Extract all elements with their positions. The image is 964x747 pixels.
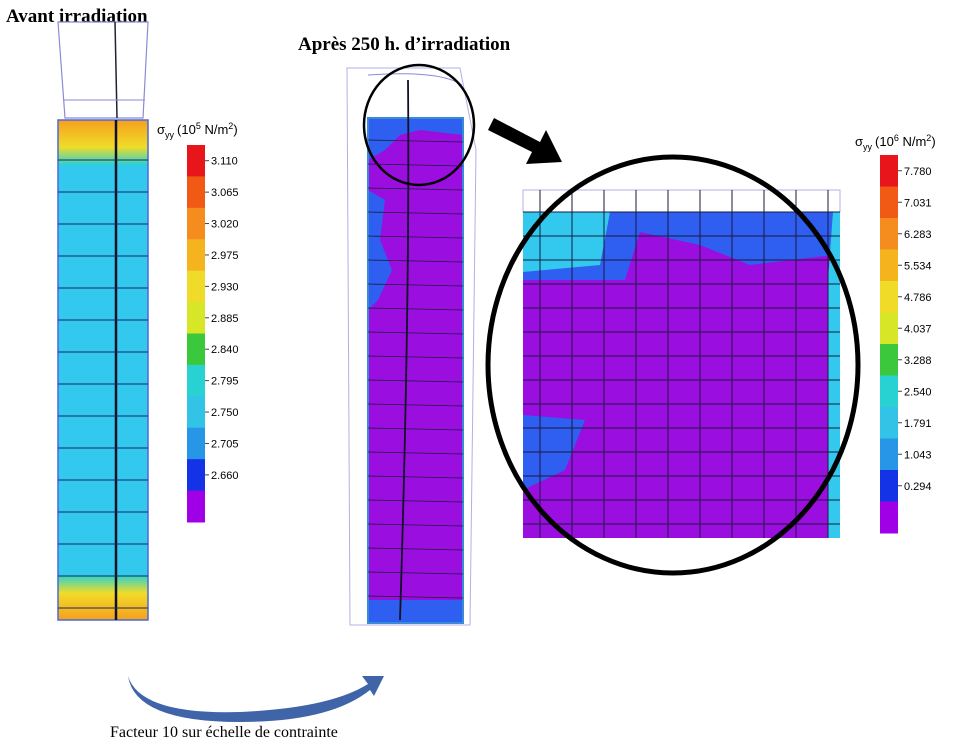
legend-label: 3.110 (211, 156, 238, 168)
mesh-line (367, 307, 464, 311)
legend-label: 3.020 (211, 219, 239, 231)
legend-label: 2.540 (904, 386, 932, 398)
legend-label: 2.795 (211, 376, 239, 388)
mesh-line (367, 571, 464, 575)
legend-label: 7.780 (904, 166, 932, 178)
mesh-line (367, 523, 464, 527)
legend-swatch (880, 407, 898, 439)
legend-swatch (880, 438, 898, 471)
legend-swatch (187, 333, 205, 366)
legend-label: 3.288 (904, 355, 932, 367)
mesh-line (367, 259, 464, 263)
legend-title-part: ) (931, 134, 935, 149)
legend-swatch (880, 186, 898, 219)
legend-label: 2.750 (211, 407, 239, 419)
mesh-line (367, 187, 464, 191)
legend-title-part: 2 (228, 121, 233, 131)
legend-label: 6.283 (904, 229, 932, 241)
legend-swatch (880, 501, 898, 534)
legend-label: 5.534 (904, 260, 932, 272)
mesh-line (367, 355, 464, 359)
legend-swatch (187, 427, 205, 460)
legend-swatch (187, 490, 205, 523)
mesh-line (367, 547, 464, 551)
panel-title: Avant irradiation (6, 6, 148, 27)
legend-swatch (187, 459, 205, 492)
legend-label: 4.037 (904, 323, 932, 335)
legend-swatch (187, 302, 205, 334)
legend-swatch (187, 176, 205, 209)
mesh-line (367, 499, 464, 503)
mesh-line (367, 283, 464, 287)
legend-title-part: yy (863, 142, 873, 152)
legend-swatch (880, 249, 898, 282)
caption: Facteur 10 sur échelle de contrainte (110, 724, 338, 741)
legend-title-part: N/m (899, 134, 926, 149)
legend-swatch (880, 375, 898, 408)
legend-label: 2.840 (211, 344, 239, 356)
legend: 3.110 3.065 3.020 2.975 2.930 2.885 2.840 2.795… (157, 121, 239, 523)
legend-title-part: 2 (926, 133, 931, 143)
mesh-line (367, 427, 464, 431)
legend-title: σyy (105 N/m2) (157, 121, 238, 140)
legend-title-part: ) (233, 122, 237, 137)
legend-title-part: σ (157, 122, 165, 137)
legend-label: 1.043 (904, 449, 932, 461)
arrow (488, 118, 562, 164)
legend-swatch (187, 239, 205, 272)
mesh-line (367, 211, 464, 215)
mesh-line (367, 235, 464, 239)
legend-label: 0.294 (904, 481, 932, 493)
curved-arrow (128, 676, 384, 722)
legend-label: 4.786 (904, 292, 932, 304)
legend-label: 2.660 (211, 470, 239, 482)
legend-title-part: (10 (875, 134, 894, 149)
legend-label: 2.705 (211, 438, 239, 450)
legend-title-part: σ (855, 134, 863, 149)
legend-swatch (880, 470, 898, 502)
legend-swatch (880, 312, 898, 345)
legend-label: 2.975 (211, 250, 239, 262)
legend-title-part: N/m (201, 122, 228, 137)
mesh-line (367, 475, 464, 479)
legend-label: 2.930 (211, 281, 239, 293)
mesh-line (367, 331, 464, 335)
mesh-line (367, 139, 464, 143)
mesh-line (367, 451, 464, 455)
legend-title-part: yy (165, 130, 175, 140)
legend-swatch (880, 155, 898, 187)
legend-swatch (880, 281, 898, 313)
legend-label: 1.791 (904, 418, 932, 430)
legend-title: σyy (106 N/m2) (855, 133, 936, 152)
legend-label: 7.031 (904, 197, 932, 209)
legend-label: 2.885 (211, 313, 239, 325)
legend-swatch (880, 218, 898, 250)
legend-label: 3.065 (211, 187, 239, 199)
legend-title-part: (10 (177, 122, 196, 137)
zoom-view (522, 189, 841, 538)
zoom-ellipse (485, 154, 861, 576)
legend-swatch (187, 270, 205, 303)
legend-swatch (187, 396, 205, 429)
legend-swatch (187, 145, 205, 177)
mesh-line (367, 163, 464, 167)
legend: 7.780 7.031 6.283 5.534 4.786 4.037 3.288 2.540… (855, 133, 936, 534)
mesh-line (367, 379, 464, 383)
model-after (346, 63, 477, 626)
legend-title-part: 6 (894, 133, 899, 143)
legend-swatch (187, 364, 205, 397)
legend-swatch (187, 207, 205, 240)
legend-title-part: 5 (196, 121, 201, 131)
legend-swatch (880, 344, 898, 376)
mesh-line (367, 403, 464, 407)
panel-title: Après 250 h. d’irradiation (298, 34, 511, 55)
mesh-line (367, 595, 464, 599)
model-before (57, 21, 149, 621)
